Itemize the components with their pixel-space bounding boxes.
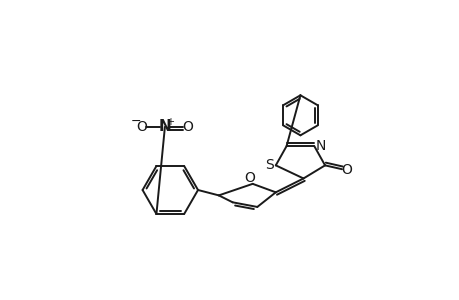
Text: S: S xyxy=(265,158,274,172)
Text: N: N xyxy=(314,139,325,153)
Text: N: N xyxy=(158,119,171,134)
Text: O: O xyxy=(341,163,351,177)
Text: O: O xyxy=(244,171,254,185)
Text: O: O xyxy=(136,120,147,134)
Text: O: O xyxy=(182,120,193,134)
Text: +: + xyxy=(166,117,174,127)
Text: −: − xyxy=(130,115,140,128)
